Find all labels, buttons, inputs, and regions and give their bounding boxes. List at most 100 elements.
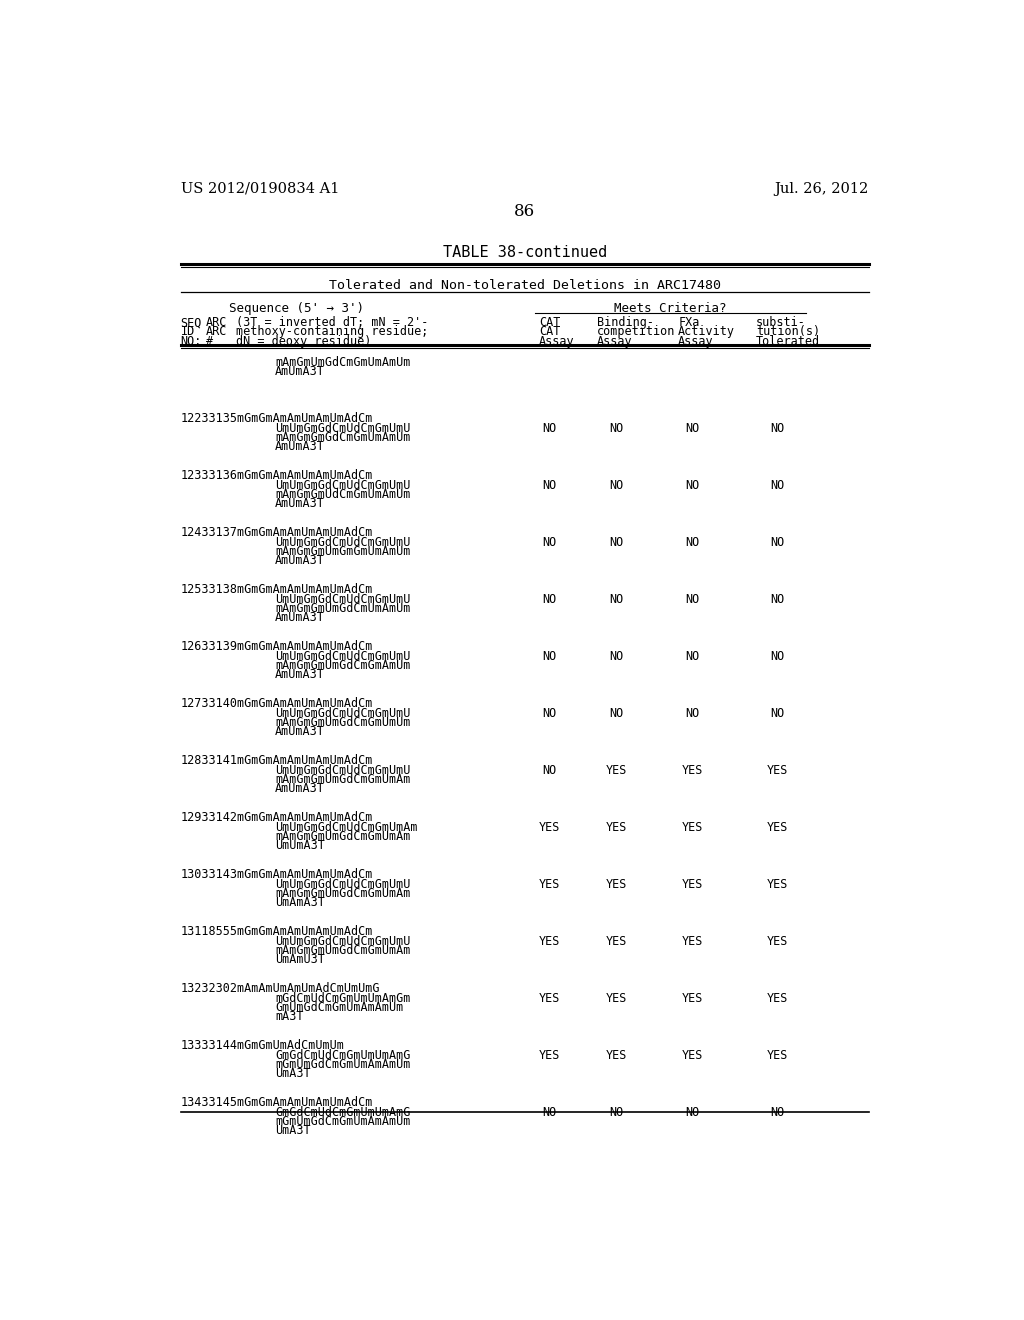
Text: AmUmA3T: AmUmA3T [275, 725, 326, 738]
Text: NO: NO [543, 706, 557, 719]
Text: UmA3T: UmA3T [275, 1125, 311, 1137]
Text: CAT: CAT [539, 326, 560, 338]
Text: YES: YES [767, 991, 788, 1005]
Text: Sequence (5' → 3'): Sequence (5' → 3') [228, 302, 364, 315]
Text: dN = deoxy residue): dN = deoxy residue) [237, 335, 372, 347]
Text: mAmGmGmUmGdCmGmUmAm: mAmGmGmUmGdCmGmUmAm [275, 887, 411, 900]
Text: YES: YES [682, 991, 702, 1005]
Text: NO: NO [609, 706, 624, 719]
Text: US 2012/0190834 A1: US 2012/0190834 A1 [180, 182, 339, 195]
Text: 12233135mGmGmAmAmUmAmUmAdCm: 12233135mGmGmAmAmUmAmUmAdCm [180, 412, 373, 425]
Text: AmUmA3T: AmUmA3T [275, 498, 326, 511]
Text: NO: NO [609, 1106, 624, 1118]
Text: NO: NO [770, 649, 784, 663]
Text: YES: YES [767, 935, 788, 948]
Text: AmUmA3T: AmUmA3T [275, 554, 326, 568]
Text: 12433137mGmGmAmAmUmAmUmAdCm: 12433137mGmGmAmAmUmAmUmAdCm [180, 527, 373, 540]
Text: 13333144mGmGmUmAdCmUmUm: 13333144mGmGmUmAdCmUmUm [180, 1039, 344, 1052]
Text: 12733140mGmGmAmAmUmAmUmAdCm: 12733140mGmGmAmAmUmAmUmAdCm [180, 697, 373, 710]
Text: AmUmA3T: AmUmA3T [275, 668, 326, 681]
Text: YES: YES [767, 1048, 788, 1061]
Text: YES: YES [539, 991, 560, 1005]
Text: AmUmA3T: AmUmA3T [275, 781, 326, 795]
Text: UmUmGmGdCmUdCmGmUmU: UmUmGmGdCmUdCmGmUmU [275, 422, 411, 434]
Text: YES: YES [605, 935, 627, 948]
Text: Tolerated and Non-tolerated Deletions in ARC17480: Tolerated and Non-tolerated Deletions in… [329, 280, 721, 292]
Text: AmUmA3T: AmUmA3T [275, 441, 326, 453]
Text: mAmGmGmUmGdCmUmAmUm: mAmGmGmUmGdCmUmAmUm [275, 602, 411, 615]
Text: mAmGmGmUmGdCmGmUmAm: mAmGmGmUmGdCmGmUmAm [275, 830, 411, 843]
Text: 13118555mGmGmAmAmUmAmUmAdCm: 13118555mGmGmAmAmUmAmUmAdCm [180, 925, 373, 939]
Text: mAmGmGmUmGdCmGmUmAm: mAmGmGmUmGdCmGmUmAm [275, 774, 411, 785]
Text: NO: NO [685, 1106, 699, 1118]
Text: GmGdCmUdCmGmUmUmAmG: GmGdCmUdCmGmUmUmAmG [275, 1048, 411, 1061]
Text: NO: NO [770, 479, 784, 492]
Text: TABLE 38-continued: TABLE 38-continued [442, 244, 607, 260]
Text: UmAmU3T: UmAmU3T [275, 953, 326, 966]
Text: methoxy-containing residue;: methoxy-containing residue; [237, 326, 429, 338]
Text: UmUmGmGdCmUdCmGmUmU: UmUmGmGdCmUdCmGmUmU [275, 649, 411, 663]
Text: Meets Criteria?: Meets Criteria? [614, 302, 727, 315]
Text: NO: NO [770, 422, 784, 434]
Text: NO: NO [770, 1106, 784, 1118]
Text: mAmGmGmUmGmGmUmAmUm: mAmGmGmUmGmGmUmAmUm [275, 545, 411, 558]
Text: Assay: Assay [539, 335, 574, 347]
Text: UmA3T: UmA3T [275, 1067, 311, 1080]
Text: AmUmA3T: AmUmA3T [275, 364, 326, 378]
Text: YES: YES [605, 1048, 627, 1061]
Text: NO: NO [609, 649, 624, 663]
Text: mAmGmGmUmGdCmGmAmUm: mAmGmGmUmGdCmGmAmUm [275, 659, 411, 672]
Text: NO: NO [543, 593, 557, 606]
Text: YES: YES [539, 878, 560, 891]
Text: mGmUmGdCmGmUmAmAmUm: mGmUmGdCmGmUmAmAmUm [275, 1057, 411, 1071]
Text: 13232302mAmAmUmAmUmAdCmUmUmG: 13232302mAmAmUmAmUmAdCmUmUmG [180, 982, 380, 995]
Text: Binding-: Binding- [597, 317, 654, 329]
Text: YES: YES [682, 1048, 702, 1061]
Text: mAmGmUmGdCmGmUmAmUm: mAmGmUmGdCmGmUmAmUm [275, 355, 411, 368]
Text: YES: YES [605, 821, 627, 834]
Text: mA3T: mA3T [275, 1010, 304, 1023]
Text: ARC: ARC [206, 317, 227, 329]
Text: ID: ID [180, 326, 195, 338]
Text: 12333136mGmGmAmAmUmAmUmAdCm: 12333136mGmGmAmAmUmAmUmAdCm [180, 470, 373, 483]
Text: NO: NO [685, 593, 699, 606]
Text: YES: YES [767, 821, 788, 834]
Text: 12933142mGmGmAmAmUmAmUmAdCm: 12933142mGmGmAmAmUmAmUmAdCm [180, 812, 373, 825]
Text: 12833141mGmGmAmAmUmAmUmAdCm: 12833141mGmGmAmAmUmAmUmAdCm [180, 755, 373, 767]
Text: Assay: Assay [597, 335, 633, 347]
Text: NO: NO [543, 1106, 557, 1118]
Text: mAmGmGmUmGdCmGmUmUm: mAmGmGmUmGdCmGmUmUm [275, 715, 411, 729]
Text: Jul. 26, 2012: Jul. 26, 2012 [774, 182, 869, 195]
Text: YES: YES [767, 878, 788, 891]
Text: UmUmGmGdCmUdCmGmUmU: UmUmGmGdCmUdCmGmUmU [275, 935, 411, 948]
Text: #: # [206, 335, 213, 347]
Text: Activity: Activity [678, 326, 735, 338]
Text: YES: YES [767, 763, 788, 776]
Text: YES: YES [682, 763, 702, 776]
Text: YES: YES [539, 1048, 560, 1061]
Text: NO: NO [770, 706, 784, 719]
Text: NO: NO [543, 536, 557, 549]
Text: NO: NO [543, 479, 557, 492]
Text: NO: NO [543, 422, 557, 434]
Text: FXa: FXa [678, 317, 699, 329]
Text: 12633139mGmGmAmAmUmAmUmAdCm: 12633139mGmGmAmAmUmAmUmAdCm [180, 640, 373, 653]
Text: UmUmGmGdCmUdCmGmUmU: UmUmGmGdCmUdCmGmUmU [275, 593, 411, 606]
Text: Tolerated: Tolerated [756, 335, 820, 347]
Text: GmUmGdCmGmUmAmAmUm: GmUmGdCmGmUmAmAmUm [275, 1001, 403, 1014]
Text: NO: NO [770, 593, 784, 606]
Text: mGdCmUdCmGmUmUmAmGm: mGdCmUdCmGmUmUmAmGm [275, 991, 411, 1005]
Text: mAmGmGmUmGdCmGmUmAm: mAmGmGmUmGdCmGmUmAm [275, 944, 411, 957]
Text: UmUmGmGdCmUdCmGmUmAm: UmUmGmGdCmUdCmGmUmAm [275, 821, 418, 834]
Text: NO: NO [609, 479, 624, 492]
Text: YES: YES [539, 935, 560, 948]
Text: NO: NO [770, 536, 784, 549]
Text: SEQ: SEQ [180, 317, 202, 329]
Text: UmUmGmGdCmUdCmGmUmU: UmUmGmGdCmUdCmGmUmU [275, 878, 411, 891]
Text: substi-: substi- [756, 317, 806, 329]
Text: UmUmGmGdCmUdCmGmUmU: UmUmGmGdCmUdCmGmUmU [275, 479, 411, 492]
Text: YES: YES [605, 763, 627, 776]
Text: YES: YES [605, 878, 627, 891]
Text: tution(s): tution(s) [756, 326, 820, 338]
Text: NO: NO [609, 422, 624, 434]
